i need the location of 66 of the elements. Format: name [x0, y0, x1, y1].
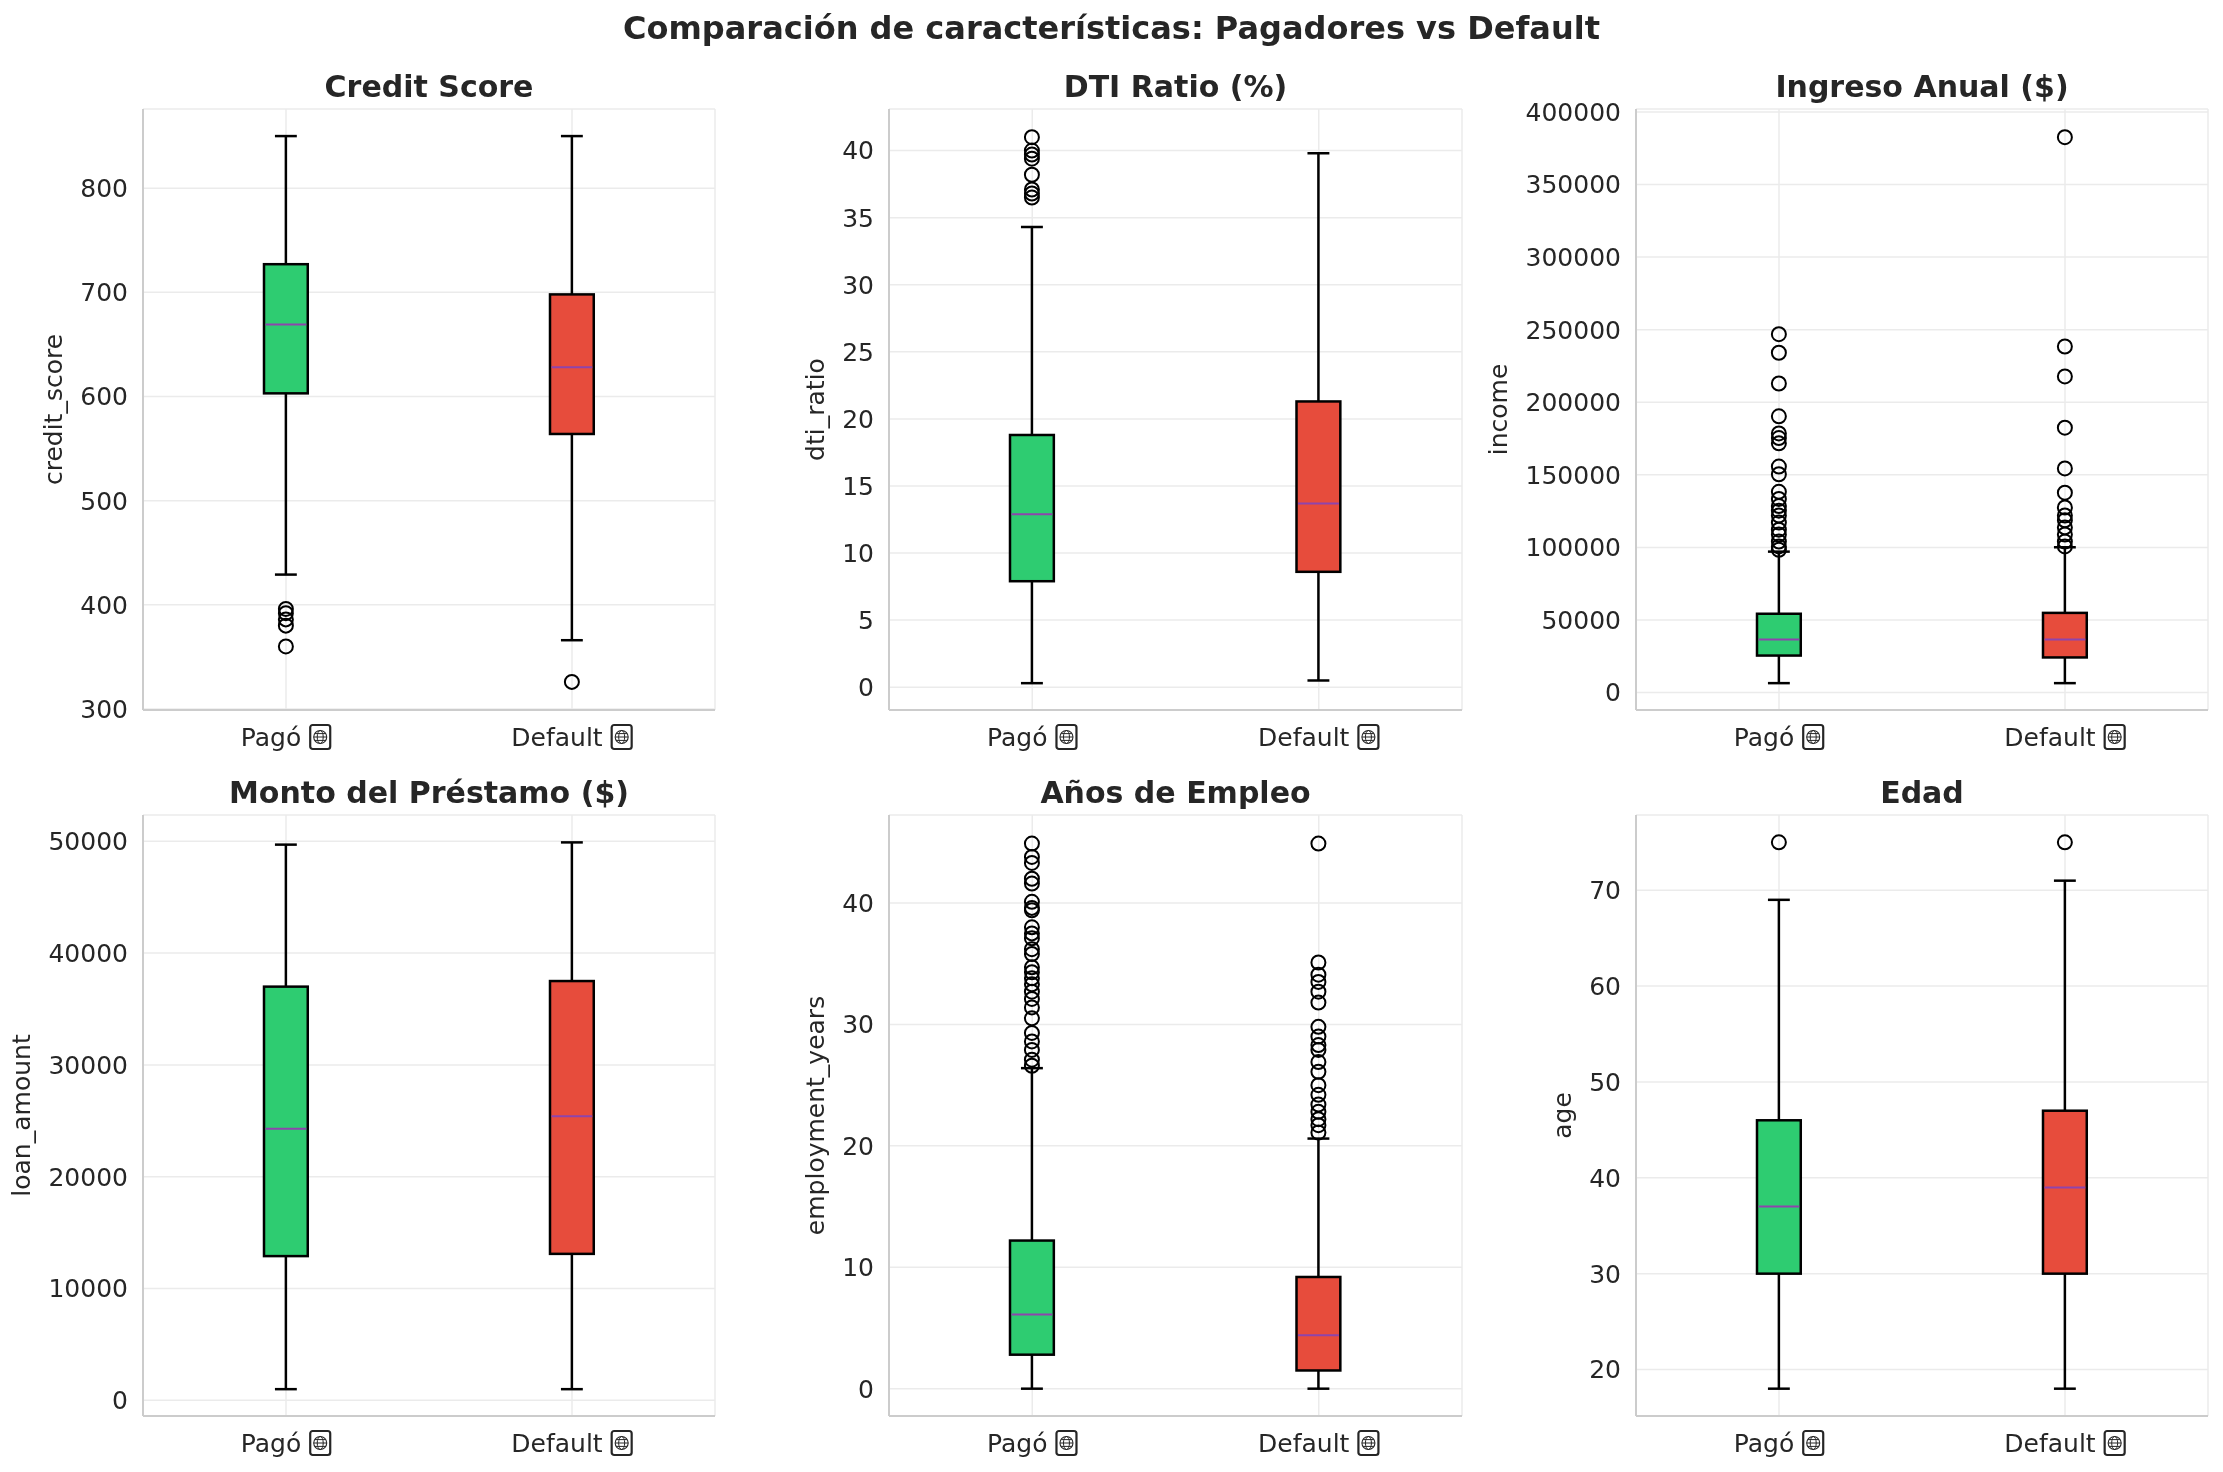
y-tick-label: 300 — [80, 694, 128, 724]
x-tick-label: Pagó — [1733, 1428, 1795, 1458]
y-tick-label: 20000 — [48, 1162, 128, 1192]
y-tick-label: 35 — [842, 203, 874, 233]
x-tick-label: Default — [2004, 722, 2096, 752]
y-tick-label: 20 — [1589, 1355, 1621, 1385]
y-tick-label: 60 — [1589, 971, 1621, 1001]
y-tick-label: 10000 — [48, 1274, 128, 1304]
y-tick-label: 800 — [80, 174, 128, 204]
y-tick-label: 0 — [858, 1374, 874, 1404]
y-axis-title: employment_years — [800, 995, 830, 1236]
chart-title: Edad — [1880, 775, 1964, 810]
y-tick-label: 30 — [842, 270, 874, 300]
chart-title: Monto del Préstamo ($) — [229, 775, 629, 810]
y-tick-label: 70 — [1589, 876, 1621, 906]
y-tick-label: 30000 — [48, 1050, 128, 1080]
y-tick-label: 10 — [842, 1253, 874, 1283]
x-tick-label: Default — [511, 722, 603, 752]
x-tick-label: Pagó — [240, 722, 302, 752]
y-tick-label: 40 — [842, 888, 874, 918]
y-tick-label: 400000 — [1525, 97, 1621, 127]
y-axis-title: loan_amount — [6, 1034, 36, 1197]
y-tick-label: 40000 — [48, 938, 128, 968]
y-tick-label: 250000 — [1525, 315, 1621, 345]
y-tick-label: 500 — [80, 486, 128, 516]
y-tick-label: 30 — [1589, 1259, 1621, 1289]
y-tick-label: 350000 — [1525, 170, 1621, 200]
text: Comparación de características: Pagadores vs Default — [623, 8, 1600, 48]
y-tick-label: 0 — [858, 673, 874, 703]
x-tick-label: Default — [1258, 1428, 1350, 1458]
y-axis-title: credit_score — [38, 333, 68, 486]
y-tick-label: 400 — [80, 590, 128, 620]
x-tick-label: Default — [2004, 1428, 2096, 1458]
y-tick-label: 20 — [842, 404, 874, 434]
y-tick-label: 50 — [1589, 1067, 1621, 1097]
y-tick-label: 20 — [842, 1131, 874, 1161]
chart-title: Credit Score — [324, 69, 534, 104]
chart-title: DTI Ratio (%) — [1063, 69, 1288, 104]
y-tick-label: 40 — [1589, 1163, 1621, 1193]
x-tick-label: Pagó — [987, 1428, 1048, 1458]
chart-title: Años de Empleo — [1040, 775, 1311, 810]
x-tick-label: Pagó — [987, 722, 1048, 752]
y-tick-label: 0 — [112, 1386, 128, 1416]
y-tick-label: 10 — [842, 538, 874, 568]
y-tick-label: 700 — [80, 278, 128, 308]
y-axis-title: income — [1483, 363, 1513, 456]
y-tick-label: 15 — [842, 471, 874, 501]
y-tick-label: 50000 — [48, 827, 128, 857]
y-axis-title: dti_ratio — [800, 358, 830, 461]
y-tick-label: 5 — [858, 605, 874, 635]
x-tick-label: Default — [511, 1428, 603, 1458]
y-tick-label: 25 — [842, 337, 874, 367]
y-tick-label: 50000 — [1541, 605, 1621, 635]
y-tick-label: 150000 — [1525, 460, 1621, 490]
y-tick-label: 300000 — [1525, 242, 1621, 272]
x-tick-label: Pagó — [1733, 722, 1795, 752]
chart-title: Ingreso Anual ($) — [1775, 69, 2069, 104]
y-tick-label: 100000 — [1525, 533, 1621, 563]
y-tick-label: 200000 — [1525, 388, 1621, 418]
x-tick-label: Pagó — [240, 1428, 302, 1458]
x-tick-label: Default — [1258, 722, 1350, 752]
y-axis-title: age — [1547, 1092, 1577, 1139]
y-tick-label: 0 — [1605, 678, 1621, 708]
y-tick-label: 30 — [842, 1010, 874, 1040]
y-tick-label: 40 — [842, 136, 874, 166]
y-tick-label: 600 — [80, 382, 128, 412]
